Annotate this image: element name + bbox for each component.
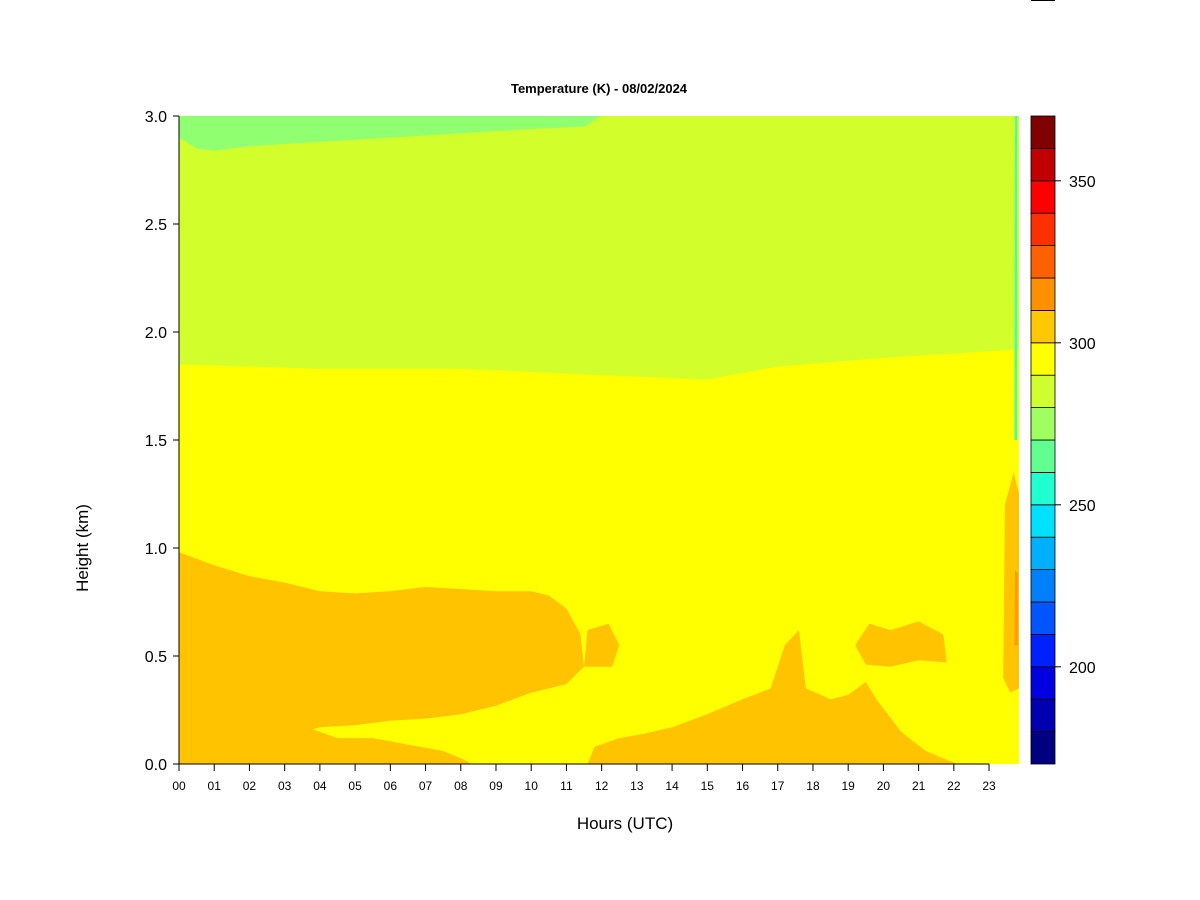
- x-tick-label: 18: [806, 779, 820, 793]
- x-tick-label: 06: [384, 779, 398, 793]
- x-tick-label: 22: [947, 779, 961, 793]
- colorbar-swatch: [1030, 731, 1056, 765]
- region-upper-layer: [179, 116, 1019, 380]
- x-tick-label: 13: [630, 779, 644, 793]
- x-tick-label: 01: [208, 779, 222, 793]
- colorbar-swatch: [1030, 601, 1056, 635]
- x-tick-label: 15: [701, 779, 715, 793]
- colorbar-swatch: [1030, 212, 1056, 246]
- colorbar-swatch: [1030, 277, 1056, 311]
- x-tick-label: 12: [595, 779, 609, 793]
- colorbar-tick-label: 200: [1069, 660, 1096, 677]
- patch-top-cool-fringe: [179, 116, 602, 151]
- colorbar-swatch: [1030, 569, 1056, 603]
- patch-afternoon-warm-layer: [587, 630, 958, 764]
- chart-title: Temperature (K) - 08/02/2024: [511, 81, 688, 96]
- y-tick-label: 3.0: [145, 109, 167, 126]
- x-tick-label: 00: [172, 779, 186, 793]
- y-tick-label: 2.5: [145, 217, 167, 234]
- x-tick-label: 17: [771, 779, 785, 793]
- colorbar-tick-label: 250: [1069, 498, 1096, 515]
- colorbar-swatch: [1030, 504, 1056, 538]
- corner-legend-mark: [1031, 0, 1055, 1]
- x-tick-label: 16: [736, 779, 750, 793]
- x-tick-label: 19: [842, 779, 856, 793]
- colorbar-tick-label: 350: [1069, 174, 1096, 191]
- x-tick-label: 02: [243, 779, 257, 793]
- x-axis-label: Hours (UTC): [577, 814, 673, 833]
- x-tick-label: 10: [525, 779, 539, 793]
- x-tick-label: 04: [313, 779, 327, 793]
- colorbar-tick-label: 300: [1069, 336, 1096, 353]
- y-tick-label: 2.0: [145, 325, 167, 342]
- colorbar-swatch: [1030, 342, 1056, 376]
- y-tick-label: 0.0: [145, 757, 167, 774]
- x-tick-label: 07: [419, 779, 433, 793]
- x-tick-label: 20: [877, 779, 891, 793]
- y-tick-label: 1.5: [145, 433, 167, 450]
- colorbar-swatch: [1030, 374, 1056, 409]
- x-tick-label: 11: [560, 779, 573, 793]
- colorbar-swatch: [1030, 698, 1056, 733]
- colorbar: 200 250 300 350: [1030, 115, 1096, 765]
- patch-afternoon-warm-patch: [855, 621, 947, 667]
- colorbar-swatch: [1030, 439, 1056, 473]
- colorbar-swatch: [1030, 407, 1056, 441]
- x-tick-label: 23: [982, 779, 996, 793]
- x-tick-label: 09: [489, 779, 503, 793]
- y-tick-label: 1.0: [145, 541, 167, 558]
- colorbar-swatch: [1030, 180, 1056, 214]
- x-tick-label: 03: [278, 779, 292, 793]
- x-tick-label: 05: [348, 779, 362, 793]
- patch-noon-warm-patch: [584, 623, 620, 667]
- x-tick-label: 08: [454, 779, 468, 793]
- colorbar-swatch: [1030, 471, 1056, 506]
- patch-late-evening-cool-strip: [1014, 116, 1018, 440]
- colorbar-swatch: [1030, 634, 1056, 668]
- y-tick-label: 0.5: [145, 649, 167, 666]
- colorbar-swatch: [1030, 115, 1056, 149]
- patch-late-evening-hot-strip: [1014, 569, 1018, 646]
- plot-area: [179, 116, 1019, 764]
- patch-morning-warm-layer: [179, 552, 584, 764]
- y-axis-label: Height (km): [73, 504, 92, 592]
- x-axis: 00 01 02 03 04 05 06 07 08 09 10 11 12 13 14 15 16 17 18 19…: [172, 763, 996, 793]
- colorbar-swatch: [1030, 309, 1056, 344]
- x-tick-label: 14: [665, 779, 679, 793]
- colorbar-swatch: [1030, 536, 1056, 571]
- colorbar-swatch: [1030, 666, 1056, 700]
- x-tick-label: 21: [912, 779, 926, 793]
- colorbar-swatch: [1030, 147, 1056, 182]
- colorbar-swatch: [1030, 245, 1056, 279]
- y-axis: 0.0 0.5 1.0 1.5 2.0 2.5 3.0: [145, 109, 180, 774]
